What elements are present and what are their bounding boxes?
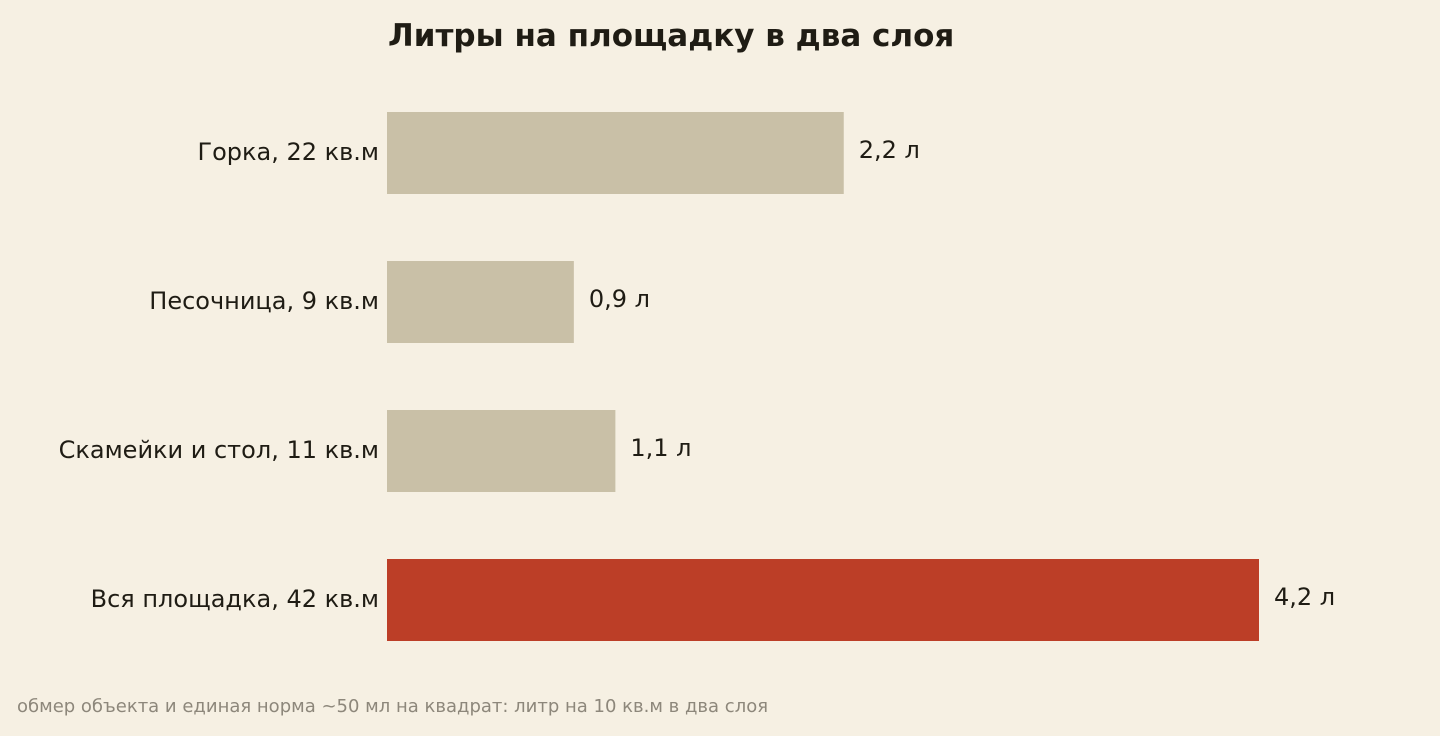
value-label-0: 2,2 л — [859, 136, 920, 164]
category-label-1: Песочница, 9 кв.м — [149, 287, 379, 315]
category-label-0: Горка, 22 кв.м — [197, 138, 379, 166]
chart-title: Литры на площадку в два слоя — [388, 18, 955, 54]
category-label-2: Скамейки и стол, 11 кв.м — [59, 436, 379, 464]
bar-2 — [387, 410, 616, 492]
value-label-2: 1,1 л — [630, 434, 691, 462]
category-label-3: Вся площадка, 42 кв.м — [91, 585, 379, 613]
bar-3 — [387, 559, 1259, 641]
bar-0 — [387, 112, 844, 194]
bar-1 — [387, 261, 574, 343]
footnote: обмер объекта и единая норма ~50 мл на к… — [17, 696, 769, 717]
value-label-1: 0,9 л — [589, 285, 650, 313]
value-label-3: 4,2 л — [1274, 583, 1335, 611]
